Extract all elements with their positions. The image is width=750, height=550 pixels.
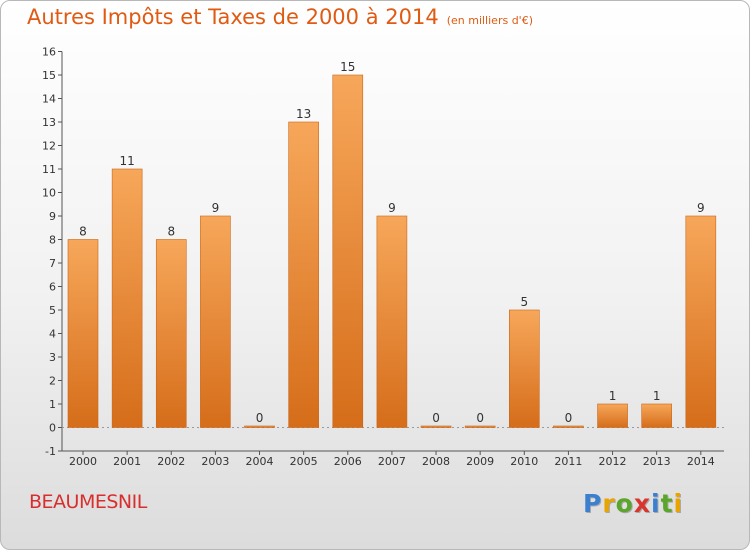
title-text: Autres Impôts et Taxes de 2000 à 2014 (27, 5, 439, 29)
y-tick-label: 10 (42, 187, 56, 200)
x-tick-label: 2001 (113, 455, 141, 468)
data-label: 0 (432, 411, 440, 425)
bar (200, 215, 231, 428)
y-tick-label: 13 (42, 116, 56, 129)
x-tick-label: 2003 (201, 455, 229, 468)
bar (244, 425, 275, 428)
x-tick-label: 2000 (69, 455, 97, 468)
y-tick-label: 0 (49, 422, 56, 435)
data-label: 11 (119, 154, 134, 168)
y-tick-label: 12 (42, 140, 56, 153)
logo-letter: o (615, 489, 634, 518)
data-label: 0 (256, 411, 264, 425)
bar (420, 425, 452, 428)
y-tick-label: 8 (49, 234, 56, 247)
logo-letter: i (673, 489, 684, 518)
bar (376, 215, 408, 428)
data-label: 9 (212, 201, 220, 215)
y-tick-label: 5 (49, 304, 56, 317)
y-tick-label: 7 (49, 257, 56, 270)
bar (508, 309, 540, 428)
bar (332, 74, 364, 428)
y-tick-label: 16 (42, 46, 56, 59)
x-tick-label: 2002 (157, 455, 185, 468)
bar (155, 239, 187, 428)
x-tick-label: 2011 (554, 455, 582, 468)
data-label: 1 (653, 389, 661, 403)
y-tick-label: 1 (49, 398, 56, 411)
data-label: 0 (476, 411, 484, 425)
y-tick-label: 4 (49, 328, 56, 341)
x-tick-label: 2013 (643, 455, 671, 468)
y-tick-label: 14 (42, 93, 56, 106)
x-tick-label: 2009 (466, 455, 494, 468)
chart-title: Autres Impôts et Taxes de 2000 à 2014 (en… (27, 5, 533, 29)
proxiti-logo: Proxiti (583, 489, 683, 518)
logo-letter: i (651, 489, 661, 518)
data-label: 5 (520, 295, 528, 309)
x-tick-label: 2004 (246, 455, 274, 468)
bar (685, 215, 717, 428)
data-label: 9 (697, 201, 705, 215)
data-label: 8 (79, 225, 87, 239)
x-tick-label: 2012 (599, 455, 627, 468)
data-label: 9 (388, 201, 396, 215)
x-tick-label: 2008 (422, 455, 450, 468)
bar (464, 425, 496, 428)
y-tick-label: 3 (49, 351, 56, 364)
data-label: 0 (565, 411, 573, 425)
data-label: 13 (296, 107, 311, 121)
logo-letter: x (633, 489, 651, 518)
y-tick-label: 2 (49, 375, 56, 388)
y-tick-label: -1 (45, 445, 56, 458)
x-tick-label: 2010 (510, 455, 538, 468)
logo-letter: r (602, 489, 616, 518)
bar (67, 239, 99, 428)
x-tick-label: 2005 (290, 455, 318, 468)
y-tick-label: 11 (42, 163, 56, 176)
logo-letter: P (583, 489, 603, 518)
data-label: 15 (340, 60, 355, 74)
bar (597, 403, 628, 428)
y-tick-label: 15 (42, 69, 56, 82)
bar (553, 425, 584, 428)
x-tick-label: 2007 (378, 455, 406, 468)
bar (641, 403, 672, 428)
commune-name: BEAUMESNIL (29, 491, 147, 513)
unit-note: (en milliers d'€) (446, 14, 533, 27)
y-tick-label: 6 (49, 281, 56, 294)
bar (288, 121, 319, 428)
data-label: 1 (609, 389, 617, 403)
logo-letter: t (660, 489, 674, 518)
x-tick-label: 2006 (334, 455, 362, 468)
y-tick-label: 9 (49, 210, 56, 223)
data-label: 8 (167, 225, 175, 239)
bar (111, 168, 143, 428)
x-tick-label: 2014 (687, 455, 715, 468)
